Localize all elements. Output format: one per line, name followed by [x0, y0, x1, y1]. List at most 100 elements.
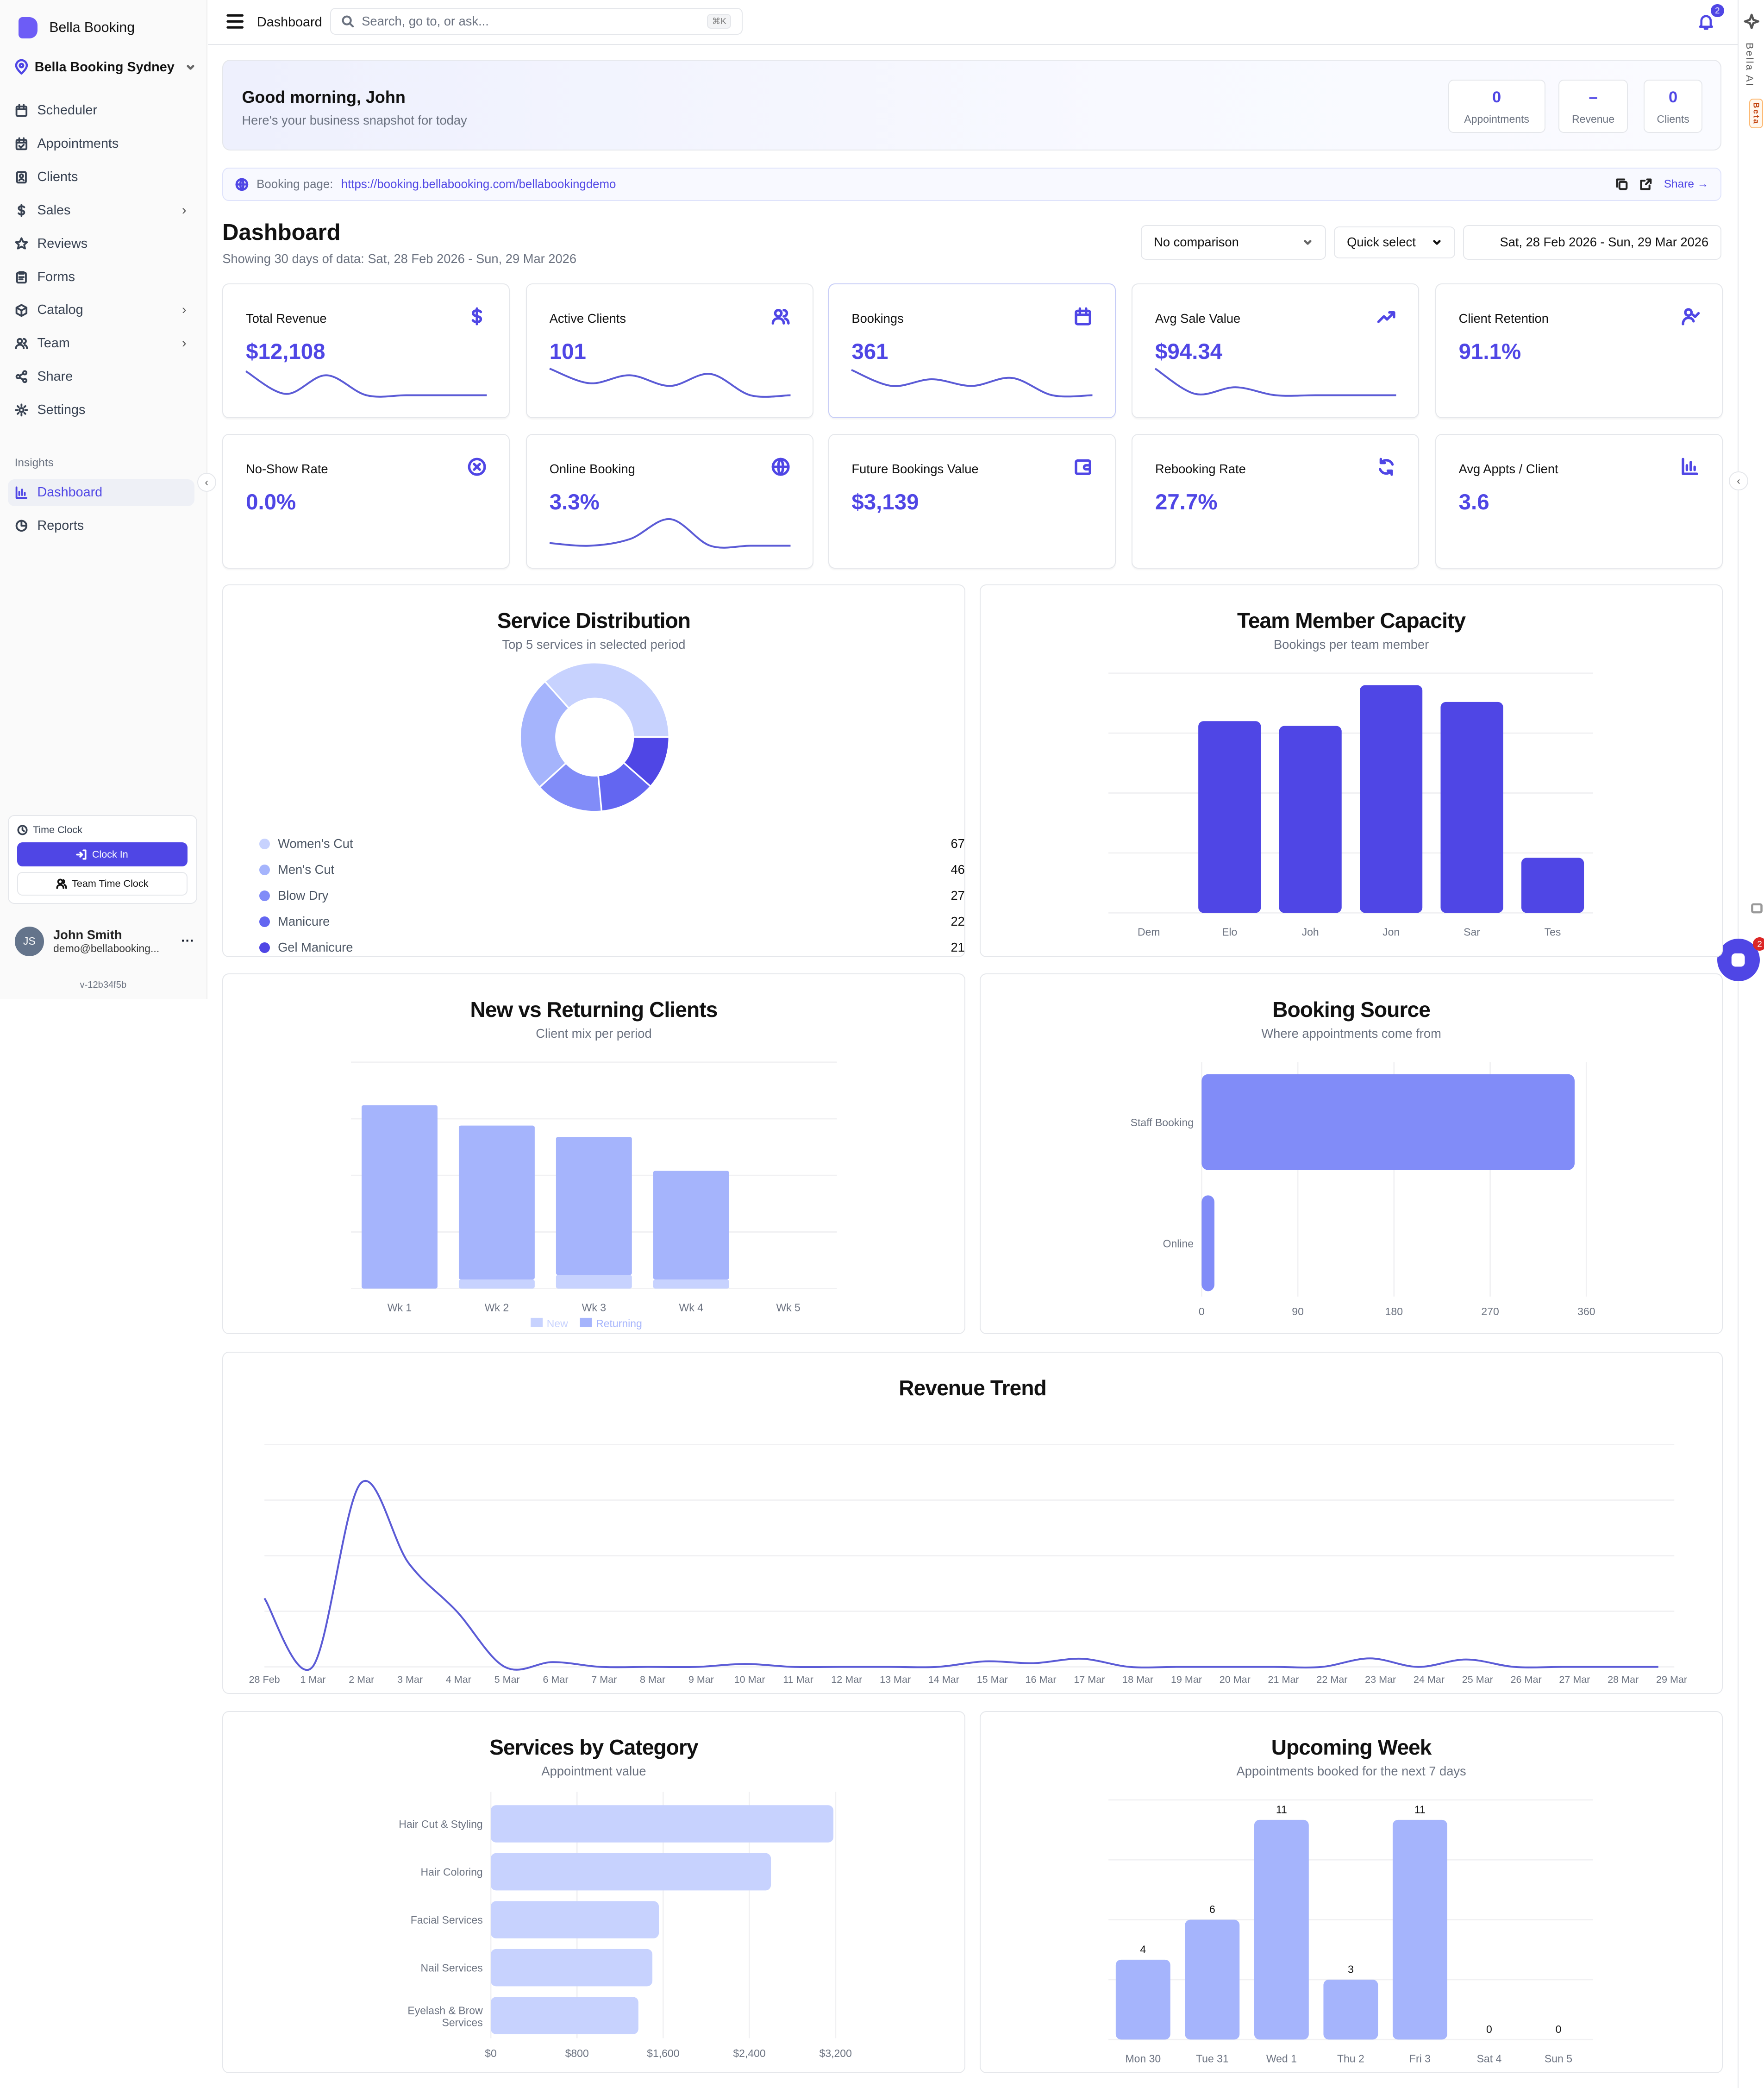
- team-time-clock-button[interactable]: Team Time Clock: [17, 872, 188, 896]
- comparison-value: No comparison: [1154, 235, 1239, 250]
- expand-rail-button[interactable]: ‹: [1729, 471, 1748, 491]
- kpi-value: $94.34: [1155, 339, 1223, 364]
- stat-value: 0: [1669, 88, 1678, 106]
- y-tick-label: Eyelash & Brow Services: [408, 2005, 483, 2029]
- bella-ai-label[interactable]: Bella AI: [1744, 43, 1756, 88]
- data-label: 6: [1209, 1903, 1215, 1915]
- kpi-card-rebooking-rate[interactable]: Rebooking Rate 27.7%: [1132, 434, 1420, 569]
- bar-sar: [1440, 702, 1503, 913]
- legend-label: Men's Cut: [278, 862, 335, 877]
- x-tick-label: 27 Mar: [1559, 1674, 1590, 1685]
- x-tick-label: 14 Mar: [928, 1674, 959, 1685]
- map-pin-icon: [15, 59, 28, 75]
- kpi-card-no-show-rate[interactable]: No-Show Rate 0.0%: [222, 434, 510, 569]
- time-clock-title: Time Clock: [17, 824, 82, 836]
- kpi-card-client-retention[interactable]: Client Retention 91.1%: [1435, 283, 1723, 418]
- location-selector[interactable]: Bella Booking Sydney: [15, 59, 196, 75]
- stat-value: 0: [1492, 88, 1501, 106]
- x-tick-label: Tes: [1545, 926, 1561, 938]
- booking-source-card: Booking Source Where appointments come f…: [980, 973, 1723, 1335]
- new-vs-returning-chart: Wk 1 Wk 2 Wk 3 Wk 4 Wk 5 New Returning: [351, 1061, 837, 1329]
- kpi-title: Bookings: [851, 311, 904, 326]
- kpi-card-online-booking[interactable]: Online Booking 3.3%: [525, 434, 813, 569]
- team-capacity-chart: Dem Elo Joh Jon Sar Tes: [1108, 672, 1594, 938]
- kpi-card-active-clients[interactable]: Active Clients 101: [525, 283, 813, 418]
- kpi-card-bookings[interactable]: Bookings 361: [828, 283, 1116, 418]
- bella-ai-rail[interactable]: Bella AI Beta ‹ 2: [1717, 0, 1764, 2088]
- chart-title: Upcoming Week: [1271, 1735, 1432, 1759]
- x-tick-label: 28 Feb: [249, 1674, 280, 1685]
- brand[interactable]: Bella Booking: [19, 17, 135, 39]
- share-link[interactable]: Share →: [1664, 178, 1709, 191]
- avatar: JS: [14, 927, 44, 956]
- more-options-icon[interactable]: ···: [181, 934, 194, 949]
- legend-label-new: New: [547, 1317, 568, 1329]
- x-circle-icon: [468, 458, 486, 476]
- kpi-card-future-bookings-value[interactable]: Future Bookings Value $3,139: [828, 434, 1116, 569]
- sparkle-icon[interactable]: [1744, 13, 1760, 31]
- x-tick-label: $2,400: [733, 2047, 766, 2059]
- sidebar-item-reports[interactable]: Reports: [8, 513, 194, 539]
- x-tick-label: Sat 4: [1477, 2052, 1502, 2064]
- kpi-title: No-Show Rate: [246, 461, 328, 476]
- x-tick-label: 25 Mar: [1462, 1674, 1493, 1685]
- sidebar-item-reviews[interactable]: Reviews: [8, 230, 194, 257]
- user-profile[interactable]: JS John Smith demo@bellabooking... ···: [14, 927, 194, 956]
- stat-label: Clients: [1657, 113, 1689, 125]
- quick-select-dropdown[interactable]: Quick select: [1334, 226, 1455, 258]
- x-tick-label: 7 Mar: [591, 1674, 617, 1685]
- sidebar-item-settings[interactable]: Settings: [8, 397, 194, 424]
- comparison-select[interactable]: No comparison: [1141, 225, 1326, 260]
- sidebar-item-scheduler[interactable]: Scheduler: [8, 97, 194, 124]
- kpi-card-total-revenue[interactable]: Total Revenue $12,108: [222, 283, 510, 418]
- x-tick-label: 23 Mar: [1365, 1674, 1396, 1685]
- legend-item: Gel Manicure 21: [259, 938, 965, 957]
- external-link-icon[interactable]: [1640, 178, 1652, 190]
- sidebar-item-dashboard[interactable]: Dashboard: [8, 479, 194, 506]
- chat-launcher-button[interactable]: [1717, 939, 1760, 982]
- sidebar-item-sales[interactable]: Sales ›: [8, 197, 194, 224]
- data-label: 11: [1276, 1804, 1287, 1816]
- x-tick-label: $3,200: [819, 2047, 852, 2059]
- sidebar-item-label: Sales: [37, 202, 71, 218]
- kpi-card-avg-sale-value[interactable]: Avg Sale Value $94.34: [1132, 283, 1420, 418]
- x-tick-label: Fri 3: [1409, 2052, 1431, 2064]
- menu-icon[interactable]: [226, 13, 244, 30]
- user-name: John Smith: [53, 928, 122, 942]
- x-tick-label: Thu 2: [1337, 2052, 1364, 2064]
- booking-page-link[interactable]: https://booking.bellabooking.com/bellabo…: [341, 177, 616, 191]
- shortcut-hint: ⌘K: [707, 14, 732, 29]
- collapse-sidebar-button[interactable]: ‹: [197, 472, 216, 492]
- bar-online: [1201, 1195, 1215, 1292]
- clock-in-button[interactable]: Clock In: [17, 842, 188, 867]
- chart-title: Team Member Capacity: [1237, 608, 1466, 633]
- stat-revenue[interactable]: – Revenue: [1558, 79, 1628, 133]
- x-tick-label: 2 Mar: [349, 1674, 374, 1685]
- data-label: 3: [1348, 1963, 1354, 1975]
- date-range-picker[interactable]: Sat, 28 Feb 2026 - Sun, 29 Mar 2026: [1463, 225, 1722, 260]
- sidebar-item-clients[interactable]: Clients: [8, 164, 194, 191]
- bell-icon[interactable]: [1699, 13, 1714, 31]
- search-input[interactable]: Search, go to, or ask... ⌘K: [330, 8, 743, 35]
- time-clock-panel: Time Clock Clock In Team Time Clock: [8, 815, 197, 904]
- sidebar-item-catalog[interactable]: Catalog ›: [8, 297, 194, 324]
- stat-appointments[interactable]: 0 Appointments: [1448, 79, 1545, 133]
- sidebar-item-team[interactable]: Team ›: [8, 330, 194, 357]
- stat-clients[interactable]: 0 Clients: [1644, 79, 1702, 133]
- sidebar-item-share[interactable]: Share: [8, 364, 194, 390]
- legend-item: Blow Dry 27: [259, 886, 965, 905]
- sidebar-item-appointments[interactable]: Appointments: [8, 131, 194, 157]
- kpi-sparkline: [1154, 367, 1396, 397]
- x-tick-label: 4 Mar: [446, 1674, 471, 1685]
- kpi-title: Future Bookings Value: [851, 461, 979, 476]
- sidebar-item-forms[interactable]: Forms: [8, 263, 194, 290]
- users-icon: [56, 878, 67, 889]
- x-tick-label: 17 Mar: [1074, 1674, 1105, 1685]
- kpi-card-avg-appts-client[interactable]: Avg Appts / Client 3.6: [1435, 434, 1723, 569]
- kpi-sparkline: [549, 518, 791, 549]
- x-tick-label: Elo: [1222, 926, 1237, 938]
- booking-source-chart: 0 90 180 270 360 Staff Booking Online: [1131, 1062, 1595, 1317]
- y-tick-label: Hair Cut & Styling: [399, 1818, 483, 1830]
- copy-icon[interactable]: [1616, 178, 1628, 190]
- x-tick-label: 12 Mar: [831, 1674, 862, 1685]
